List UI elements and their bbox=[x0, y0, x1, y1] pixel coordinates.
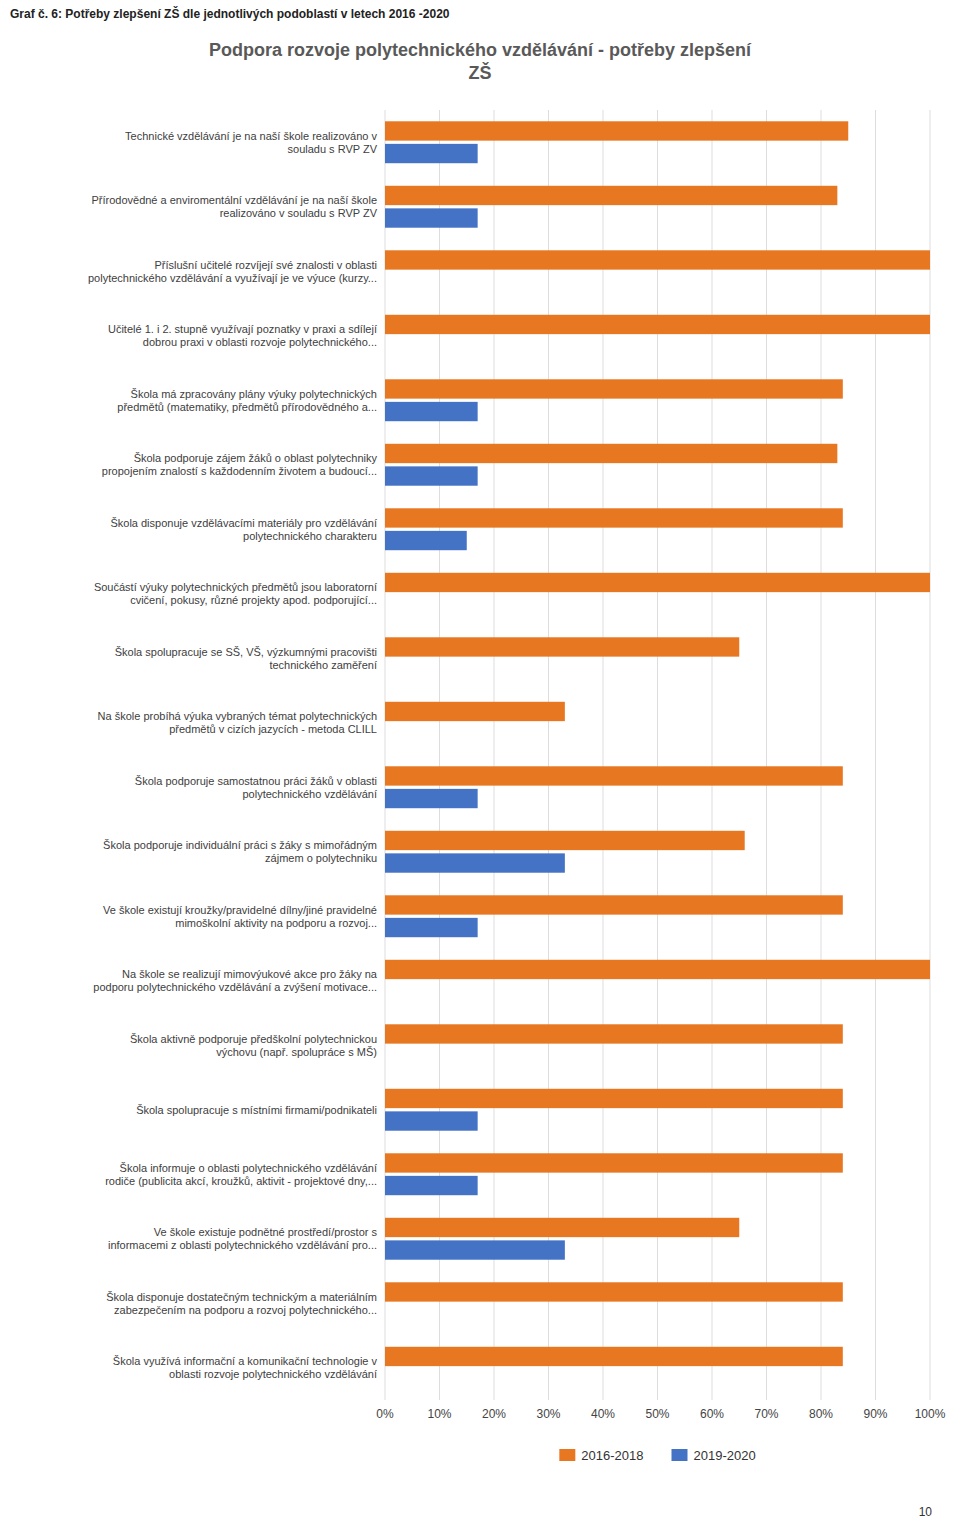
category-label: Technické vzdělávání je na naší škole re… bbox=[125, 130, 378, 155]
bar bbox=[385, 853, 565, 872]
grid-line bbox=[603, 110, 604, 1400]
bar bbox=[385, 637, 739, 656]
bar bbox=[385, 208, 478, 227]
bar bbox=[385, 1347, 843, 1366]
bar bbox=[385, 895, 843, 914]
tick-label: 70% bbox=[754, 1407, 778, 1421]
bar bbox=[385, 960, 930, 979]
tick-label: 20% bbox=[482, 1407, 506, 1421]
bar bbox=[385, 1369, 386, 1388]
bar bbox=[385, 444, 837, 463]
bar bbox=[385, 660, 386, 679]
legend-label: 2019-2020 bbox=[694, 1448, 756, 1463]
tick-label: 50% bbox=[645, 1407, 669, 1421]
bar bbox=[385, 337, 386, 356]
bar bbox=[385, 1218, 739, 1237]
grid-line bbox=[657, 110, 658, 1400]
title: Podpora rozvoje polytechnického vzdělává… bbox=[209, 40, 752, 83]
category-label: Škola aktivně podporuje předškolní polyt… bbox=[130, 1033, 377, 1058]
bar bbox=[385, 273, 386, 292]
category-labels: Technické vzdělávání je na naší škole re… bbox=[88, 130, 378, 1381]
tick-label: 100% bbox=[915, 1407, 946, 1421]
bar bbox=[385, 508, 843, 527]
bar bbox=[385, 379, 843, 398]
tick-label: 30% bbox=[536, 1407, 560, 1421]
category-label: Škola disponuje vzdělávacími materiály p… bbox=[110, 517, 377, 542]
tick-label: 60% bbox=[700, 1407, 724, 1421]
tick-label: 0% bbox=[376, 1407, 394, 1421]
bar bbox=[385, 831, 745, 850]
bar bbox=[385, 982, 386, 1001]
category-label: Ve škole existují kroužky/pravidelné díl… bbox=[103, 904, 377, 929]
legend-item: 2016-2018 bbox=[559, 1448, 643, 1463]
bar bbox=[385, 1089, 843, 1108]
page-number: 10 bbox=[919, 1505, 933, 1519]
grid-line bbox=[494, 110, 495, 1400]
category-label: Škola spolupracuje se SŠ, VŠ, výzkumnými… bbox=[115, 646, 377, 671]
bar bbox=[385, 1305, 386, 1324]
bar bbox=[385, 573, 930, 592]
category-label: Učitelé 1. i 2. stupně využívají poznatk… bbox=[108, 323, 377, 348]
subtitle: Graf č. 6: Potřeby zlepšení ZŠ dle jedno… bbox=[10, 6, 450, 21]
category-label: Škola podporuje samostatnou práci žáků v… bbox=[135, 775, 377, 800]
bar bbox=[385, 121, 848, 140]
chart: Graf č. 6: Potřeby zlepšení ZŠ dle jedno… bbox=[0, 0, 960, 1530]
bar bbox=[385, 1047, 386, 1066]
tick-label: 90% bbox=[863, 1407, 887, 1421]
grid-line bbox=[385, 110, 386, 1400]
bar bbox=[385, 1153, 843, 1172]
grid-line bbox=[875, 110, 876, 1400]
category-label: Škola disponuje dostatečným technickým a… bbox=[106, 1291, 377, 1316]
tick-label: 10% bbox=[427, 1407, 451, 1421]
legend-label: 2016-2018 bbox=[581, 1448, 643, 1463]
grid-line bbox=[766, 110, 767, 1400]
tick-label: 40% bbox=[591, 1407, 615, 1421]
category-label: Škola má zpracovány plány výuky polytech… bbox=[117, 388, 377, 413]
bar bbox=[385, 1176, 478, 1195]
grid-line bbox=[930, 110, 931, 1400]
legend: 2016-2018 2019-2020 bbox=[559, 1448, 755, 1463]
bar bbox=[385, 1111, 478, 1130]
bar bbox=[385, 186, 837, 205]
bar bbox=[385, 724, 386, 743]
bar bbox=[385, 402, 478, 421]
bar bbox=[385, 918, 478, 937]
bars bbox=[385, 121, 930, 1366]
legend-swatch bbox=[672, 1449, 688, 1461]
bar bbox=[385, 531, 467, 550]
category-label: Přírodovědné a enviromentální vzdělávání… bbox=[91, 194, 377, 219]
bar bbox=[385, 315, 930, 334]
tick-label: 80% bbox=[809, 1407, 833, 1421]
bar bbox=[385, 250, 930, 269]
grid-line bbox=[439, 110, 440, 1400]
grid-line bbox=[821, 110, 822, 1400]
bar bbox=[385, 1282, 843, 1301]
category-label: Škola využívá informační a komunikační t… bbox=[113, 1355, 378, 1380]
category-label: Na škole probíhá výuka vybraných témat p… bbox=[98, 710, 377, 735]
category-label: Součástí výuky polytechnických předmětů … bbox=[94, 581, 377, 606]
category-label: Škola informuje o oblasti polytechnickéh… bbox=[105, 1162, 377, 1187]
bar bbox=[385, 595, 386, 614]
category-label: Škola podporuje zájem žáků o oblast poly… bbox=[102, 452, 378, 477]
bar bbox=[385, 1240, 565, 1259]
bar bbox=[385, 702, 565, 721]
category-label: Ve škole existuje podnětné prostředí/pro… bbox=[108, 1226, 378, 1251]
category-label: Škola podporuje individuální práci s žák… bbox=[103, 839, 377, 864]
bar bbox=[385, 789, 478, 808]
legend-item: 2019-2020 bbox=[672, 1448, 756, 1463]
grid-line bbox=[548, 110, 549, 1400]
category-label: Škola spolupracuje s místními firmami/po… bbox=[136, 1104, 377, 1116]
bar bbox=[385, 1024, 843, 1043]
bar bbox=[385, 466, 478, 485]
legend-swatch bbox=[559, 1449, 575, 1461]
background bbox=[0, 0, 960, 1530]
category-label: Příslušní učitelé rozvíjejí své znalosti… bbox=[88, 259, 377, 284]
category-label: Na škole se realizují mimovýukové akce p… bbox=[93, 968, 378, 993]
grid-line bbox=[712, 110, 713, 1400]
grid bbox=[385, 110, 930, 1400]
bar bbox=[385, 766, 843, 785]
bar bbox=[385, 144, 478, 163]
